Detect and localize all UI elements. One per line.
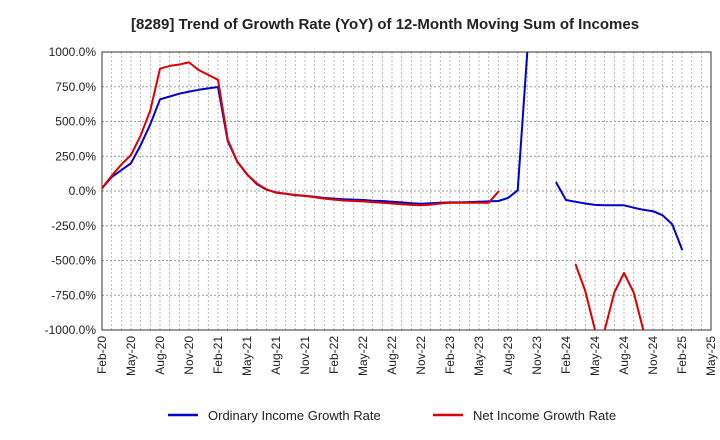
series-line bbox=[574, 263, 596, 330]
legend-label: Net Income Growth Rate bbox=[473, 408, 616, 423]
series-line bbox=[555, 181, 683, 251]
x-tick-label: May-24 bbox=[588, 336, 602, 376]
series-line bbox=[603, 272, 645, 330]
y-tick-label: 1000.0% bbox=[49, 45, 97, 59]
y-tick-label: 0.0% bbox=[69, 184, 97, 198]
y-tick-label: -250.0% bbox=[51, 219, 96, 233]
x-tick-label: Nov-22 bbox=[414, 336, 428, 375]
grid bbox=[101, 51, 712, 331]
x-tick-label: Feb-21 bbox=[211, 336, 225, 374]
chart-title: [8289] Trend of Growth Rate (YoY) of 12-… bbox=[131, 16, 639, 33]
y-tick-label: -500.0% bbox=[51, 254, 96, 268]
x-tick-label: Aug-22 bbox=[385, 336, 399, 375]
x-tick-label: Feb-23 bbox=[443, 336, 457, 374]
x-tick-label: May-21 bbox=[240, 336, 254, 376]
series-line bbox=[102, 61, 500, 207]
x-tick-label: May-25 bbox=[704, 336, 718, 376]
plot-frame bbox=[101, 51, 712, 331]
x-tick-label: Aug-21 bbox=[269, 336, 283, 375]
x-tick-label: Aug-24 bbox=[617, 336, 631, 375]
series-lines bbox=[102, 52, 683, 330]
legend: Ordinary Income Growth Rate Net Income Gr… bbox=[168, 408, 616, 423]
y-tick-label: -1000.0% bbox=[45, 323, 97, 337]
x-tick-label: Feb-24 bbox=[559, 336, 573, 374]
legend-label: Ordinary Income Growth Rate bbox=[208, 408, 381, 423]
y-tick-label: 750.0% bbox=[55, 80, 96, 94]
x-tick-label: Nov-20 bbox=[182, 336, 196, 375]
y-tick-label: -750.0% bbox=[51, 288, 96, 302]
x-tick-label: May-22 bbox=[356, 336, 370, 376]
x-tick-label: May-20 bbox=[124, 336, 138, 376]
y-tick-label: 250.0% bbox=[55, 149, 96, 163]
x-tick-label: Nov-23 bbox=[530, 336, 544, 375]
x-tick-label: Feb-20 bbox=[95, 336, 109, 374]
x-tick-label: Feb-25 bbox=[675, 336, 689, 374]
x-tick-label: Aug-23 bbox=[501, 336, 515, 375]
x-tick-label: Nov-24 bbox=[646, 336, 660, 375]
x-tick-label: Feb-22 bbox=[327, 336, 341, 374]
x-tick-label: Aug-20 bbox=[153, 336, 167, 375]
axes: 1000.0% 750.0% 500.0% 250.0% 0.0% -250.0% -500… bbox=[45, 45, 718, 376]
x-tick-label: May-23 bbox=[472, 336, 486, 376]
y-tick-label: 500.0% bbox=[55, 115, 96, 129]
x-tick-label: Nov-21 bbox=[298, 336, 312, 375]
